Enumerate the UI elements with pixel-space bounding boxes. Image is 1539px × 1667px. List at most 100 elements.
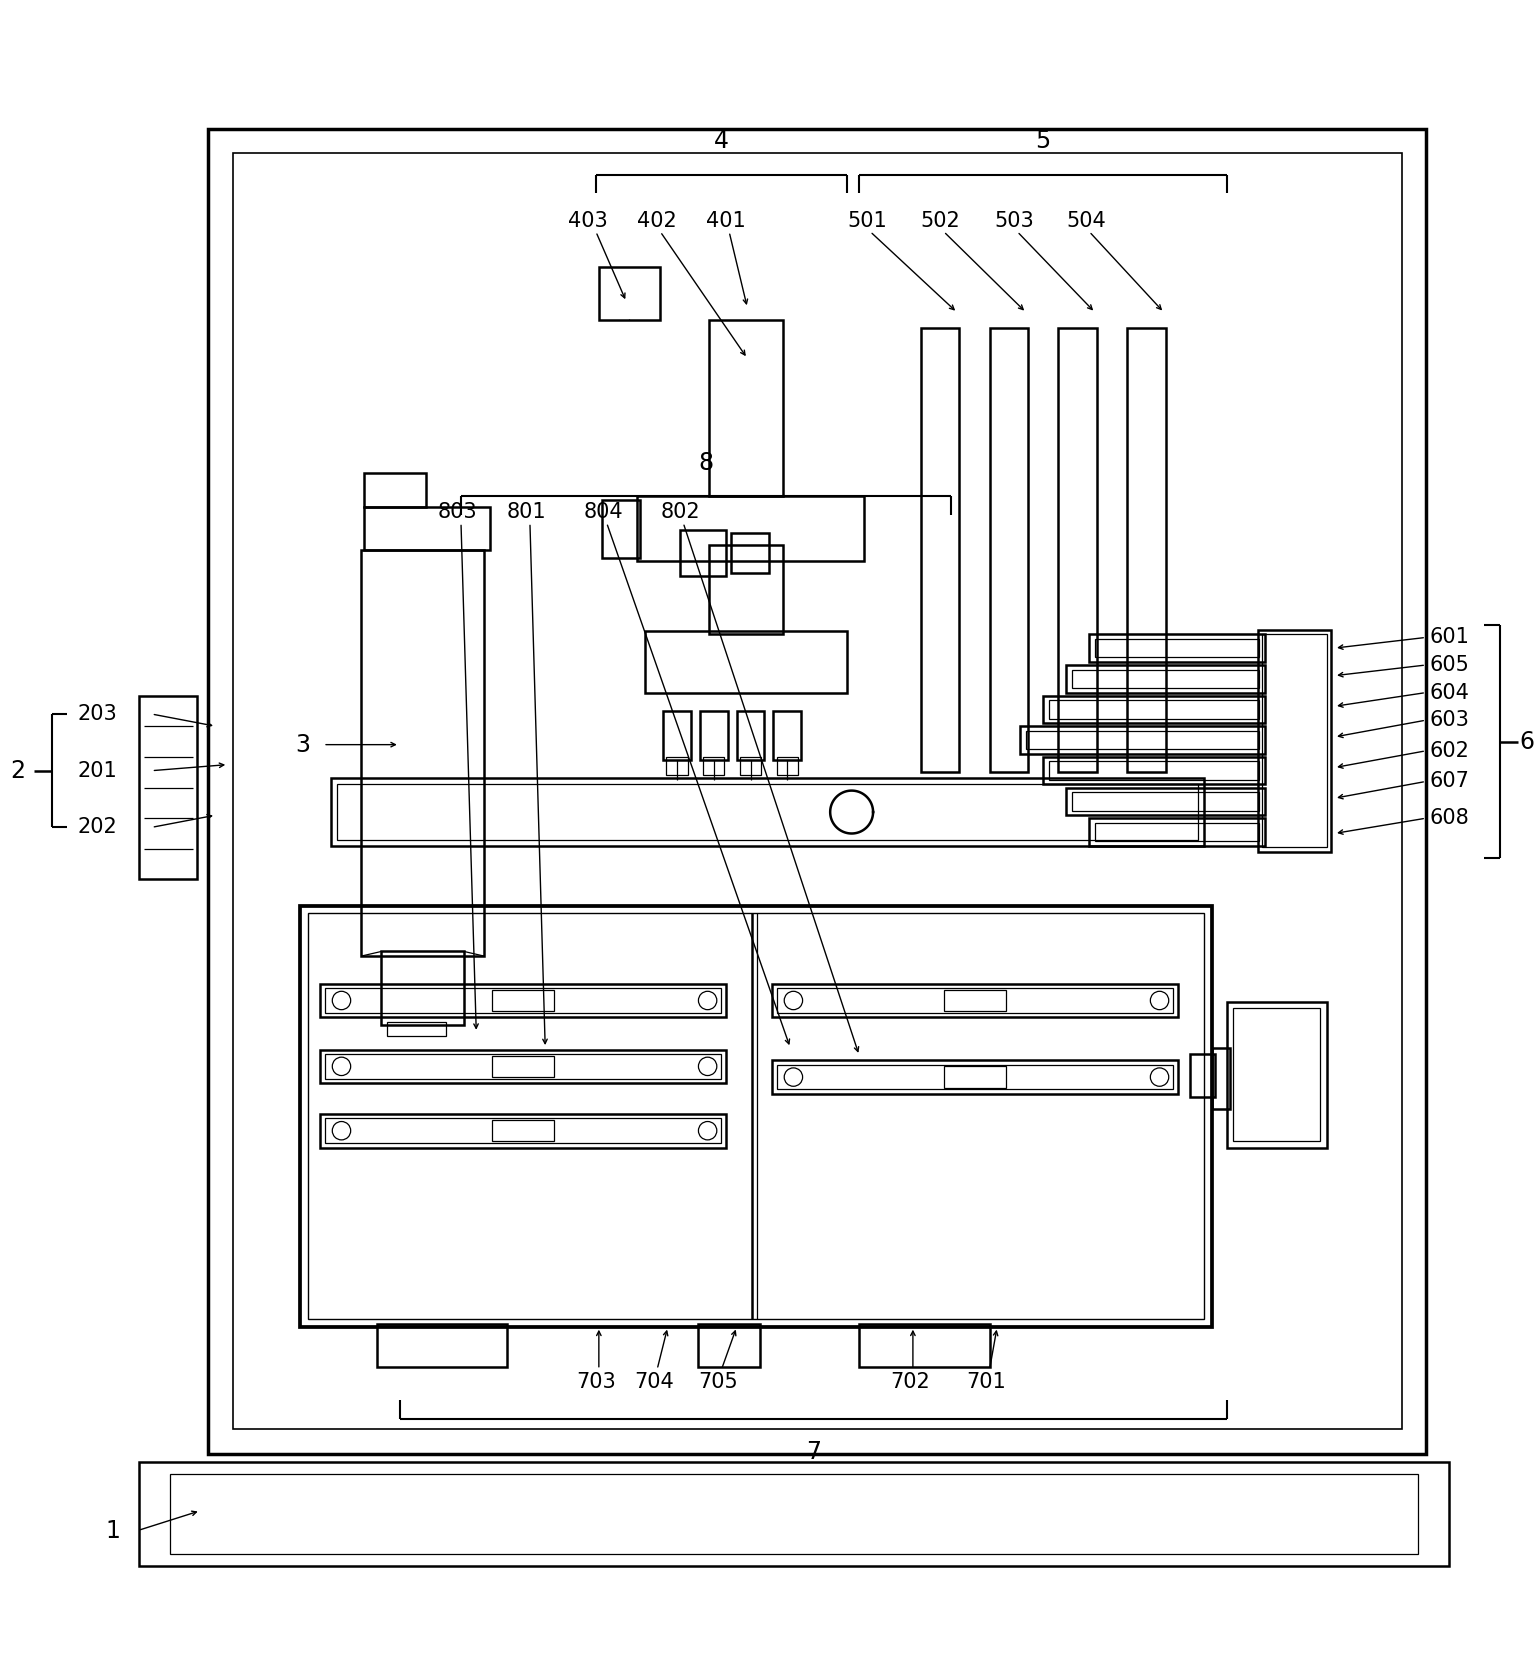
Text: 402: 402 <box>637 210 677 230</box>
Bar <box>637 497 863 560</box>
Bar <box>331 778 1203 845</box>
Bar <box>382 952 465 1025</box>
Text: 4: 4 <box>714 128 729 153</box>
Bar <box>1096 638 1259 657</box>
Text: 803: 803 <box>439 502 477 522</box>
Bar <box>920 328 959 772</box>
Bar <box>645 632 846 692</box>
Bar <box>492 1120 554 1142</box>
Bar <box>337 785 1197 840</box>
Bar <box>1050 700 1259 718</box>
Bar <box>773 984 1177 1017</box>
Text: 804: 804 <box>583 502 623 522</box>
Text: 202: 202 <box>78 817 119 837</box>
Text: 701: 701 <box>966 1372 1007 1392</box>
Bar <box>699 1324 760 1367</box>
Bar <box>777 989 1173 1014</box>
Bar <box>1262 635 1327 847</box>
Bar <box>492 1055 554 1077</box>
Bar <box>1067 665 1265 692</box>
Text: 203: 203 <box>78 703 119 723</box>
Text: 7: 7 <box>806 1440 820 1464</box>
Bar <box>1050 762 1259 780</box>
Bar <box>320 984 726 1017</box>
Bar <box>1043 757 1265 785</box>
Bar <box>1128 328 1165 772</box>
Bar <box>320 1050 726 1084</box>
Bar <box>139 695 197 880</box>
Bar <box>680 530 726 577</box>
Bar <box>709 320 783 497</box>
Bar <box>1073 670 1259 688</box>
Text: 3: 3 <box>295 733 311 757</box>
Bar <box>365 507 489 550</box>
Bar <box>945 1067 1005 1089</box>
Bar <box>731 533 770 573</box>
Bar <box>325 1119 722 1144</box>
Bar <box>666 757 688 775</box>
Bar <box>663 710 691 760</box>
Text: 5: 5 <box>1036 128 1051 153</box>
Bar <box>377 1324 506 1367</box>
Text: 605: 605 <box>1430 655 1470 675</box>
Text: 604: 604 <box>1430 682 1470 702</box>
Bar <box>1067 787 1265 815</box>
Bar <box>1073 792 1259 810</box>
Bar <box>602 500 640 558</box>
Bar <box>859 1324 990 1367</box>
Text: 503: 503 <box>994 210 1034 230</box>
Text: 403: 403 <box>568 210 608 230</box>
Bar <box>325 1054 722 1079</box>
Text: 401: 401 <box>706 210 746 230</box>
Text: 501: 501 <box>846 210 886 230</box>
Text: 2: 2 <box>11 758 26 783</box>
Text: 502: 502 <box>920 210 960 230</box>
Bar <box>990 328 1028 772</box>
Text: 801: 801 <box>506 502 546 522</box>
Text: 602: 602 <box>1430 740 1470 760</box>
Text: 504: 504 <box>1067 210 1107 230</box>
Bar <box>1096 823 1259 842</box>
Text: 1: 1 <box>106 1519 120 1542</box>
Bar <box>1043 695 1265 723</box>
Bar <box>1059 328 1097 772</box>
Bar <box>365 473 426 507</box>
Text: 608: 608 <box>1430 808 1468 828</box>
Text: 704: 704 <box>634 1372 674 1392</box>
Bar <box>945 990 1005 1012</box>
Bar <box>777 1065 1173 1089</box>
Bar <box>703 757 725 775</box>
Text: 603: 603 <box>1430 710 1470 730</box>
Text: 705: 705 <box>699 1372 739 1392</box>
Bar <box>139 1462 1450 1565</box>
Bar <box>300 905 1211 1327</box>
Bar <box>388 1022 446 1035</box>
Bar <box>325 989 722 1014</box>
Bar <box>1233 1009 1320 1142</box>
Bar <box>208 128 1427 1454</box>
Bar <box>709 545 783 635</box>
Bar <box>1190 1054 1214 1097</box>
Text: 607: 607 <box>1430 772 1470 792</box>
Bar <box>362 550 483 957</box>
Text: 8: 8 <box>699 450 714 475</box>
Bar <box>599 267 660 320</box>
Bar <box>1090 635 1265 662</box>
Bar <box>320 1114 726 1147</box>
Bar <box>774 710 802 760</box>
Bar <box>1090 818 1265 845</box>
Bar <box>1257 630 1331 852</box>
Bar <box>737 710 765 760</box>
Text: 702: 702 <box>890 1372 930 1392</box>
Text: 703: 703 <box>576 1372 616 1392</box>
Bar <box>308 914 1203 1319</box>
Bar <box>1227 1002 1327 1147</box>
Bar <box>773 1060 1177 1094</box>
Bar <box>1211 1049 1230 1109</box>
Bar <box>1027 730 1259 748</box>
Bar <box>700 710 728 760</box>
Bar <box>232 153 1402 1429</box>
Bar <box>169 1474 1419 1554</box>
Bar <box>777 757 799 775</box>
Bar <box>492 990 554 1012</box>
